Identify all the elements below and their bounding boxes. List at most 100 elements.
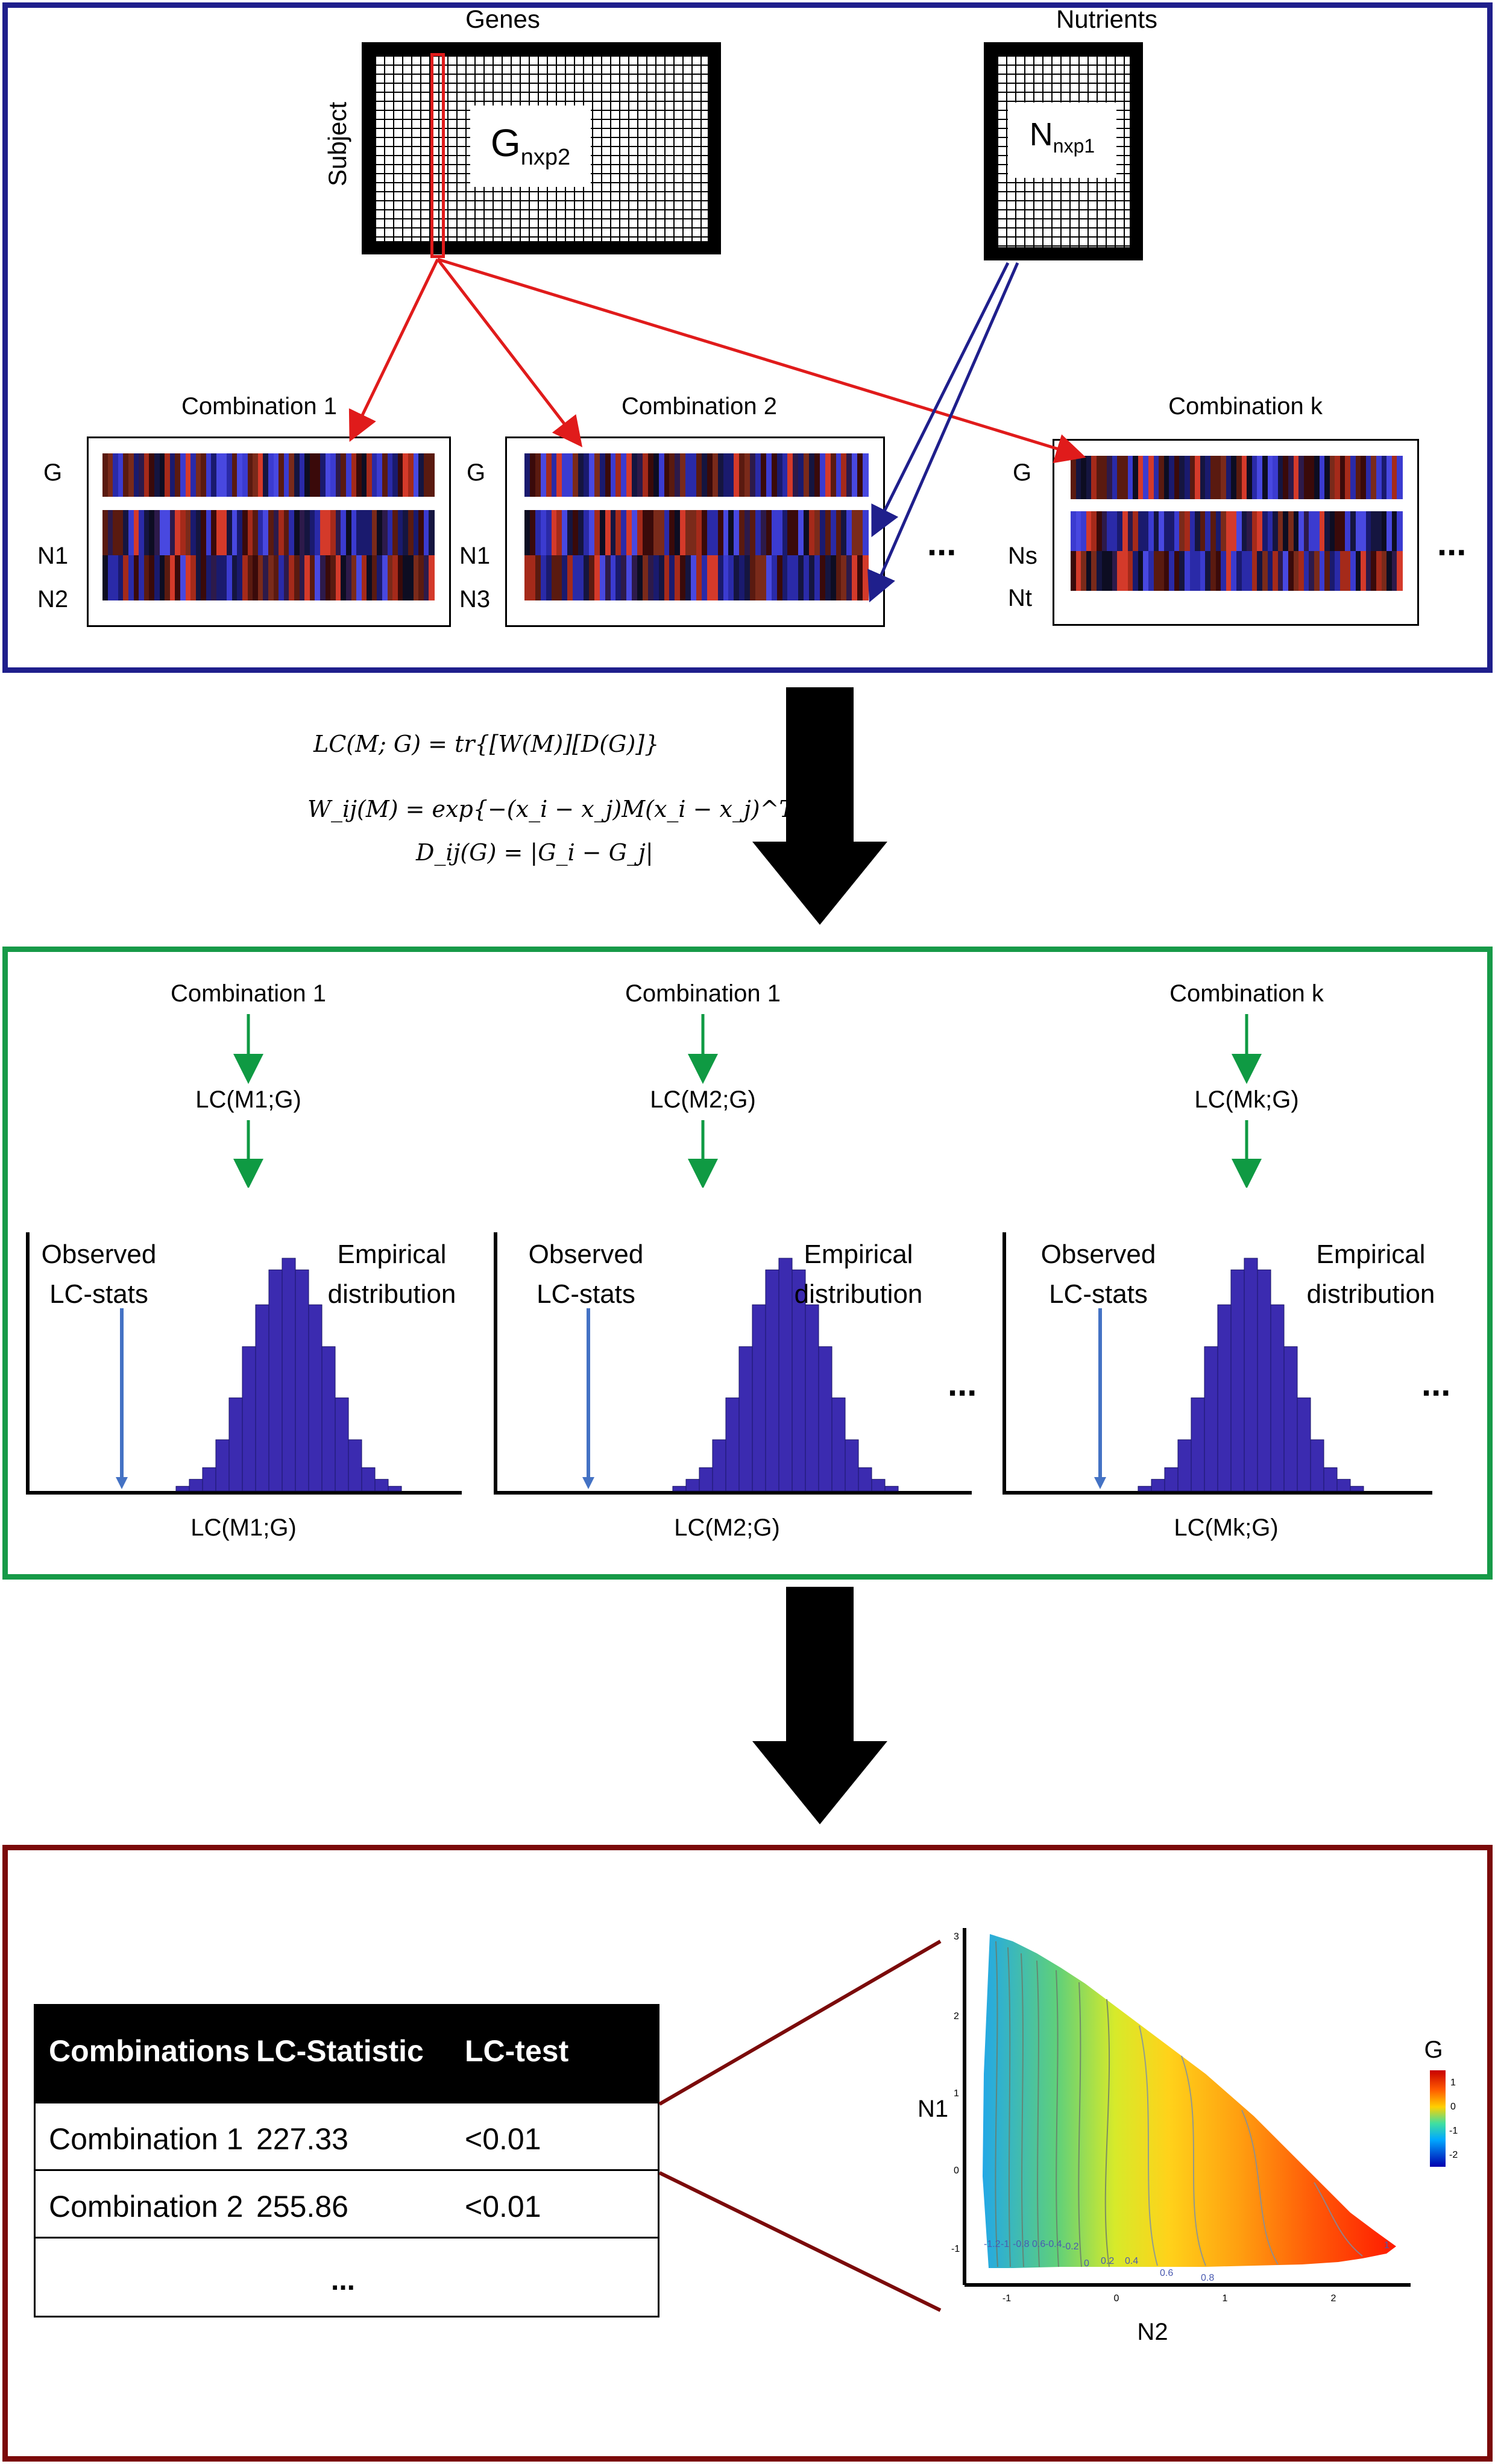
histogram-bar	[712, 1439, 726, 1492]
hist-1-xlabel: LC(M1;G)	[190, 1514, 297, 1541]
histogram-bar	[1283, 1346, 1298, 1492]
contour-plot	[963, 1928, 1446, 2287]
top-arrows	[348, 257, 1086, 603]
histogram-bar	[884, 1486, 899, 1492]
hist-3-observed-line2: LC-stats	[1049, 1279, 1148, 1309]
top-ellipsis-2: ...	[1437, 524, 1467, 563]
combination-k-nutrient-strip	[1071, 511, 1403, 591]
combination-1-title: Combination 1	[181, 393, 337, 420]
histogram-bar	[765, 1269, 779, 1492]
distribution-panel	[2, 947, 1493, 1580]
observed-stat-arrowhead	[582, 1477, 594, 1489]
table-cell-combination: Combination 2	[49, 2190, 244, 2223]
table-cell-lc-test: <0.01	[465, 2122, 541, 2156]
hist-2-observed-line2: LC-stats	[537, 1279, 635, 1309]
combination-1-nutrient-strip	[102, 510, 435, 600]
selected-gene-column	[430, 53, 445, 258]
table-row: Combination 2 255.86 <0.01	[36, 2171, 658, 2239]
combination-2-nutrient-strip	[524, 510, 869, 600]
down-arrow-1	[752, 687, 887, 925]
nutrients-label: Nutrients	[1056, 5, 1158, 33]
combination-k-title: Combination k	[1168, 393, 1323, 420]
hist-3-empirical-line2: distribution	[1306, 1279, 1435, 1309]
histogram-bar	[685, 1479, 700, 1492]
histogram-bar	[1310, 1439, 1324, 1492]
table-header-lc-statistic: LC-Statistic	[256, 2034, 424, 2068]
down-arrow-2	[752, 1587, 887, 1824]
histogram-bar	[871, 1479, 886, 1492]
histogram-bar	[242, 1346, 256, 1492]
middle-col-1-stat: LC(M1;G)	[195, 1086, 301, 1113]
y-tick-label: 0	[954, 2166, 959, 2176]
middle-ellipsis-2: ...	[1421, 1364, 1451, 1404]
contour-level-label: 0.4	[1125, 2256, 1139, 2266]
combination-2-gene-strip	[524, 453, 869, 497]
histogram-bar	[699, 1467, 713, 1492]
histogram-bar	[1164, 1467, 1179, 1492]
x-tick-label: 2	[1330, 2293, 1336, 2304]
red-arrow-to-combination-1	[348, 258, 439, 443]
red-arrow-to-combination-2	[436, 258, 583, 447]
histogram-bar	[1217, 1304, 1232, 1492]
histogram-bar	[348, 1439, 362, 1492]
histogram-3	[1002, 1232, 1432, 1495]
combination-k-nt-label: Nt	[1008, 585, 1032, 611]
hist-2-xlabel: LC(M2;G)	[674, 1514, 780, 1541]
results-table: Combinations LC-Statistic LC-test Combin…	[34, 2004, 659, 2317]
table-header-combinations: Combinations	[49, 2034, 250, 2068]
combination-k-ns-label: Ns	[1008, 543, 1037, 569]
colorbar	[1430, 2070, 1446, 2167]
contour-level-label: -1.2	[984, 2239, 1001, 2249]
x-tick-label: 0	[1113, 2293, 1119, 2304]
middle-col-1-title: Combination 1	[171, 980, 326, 1007]
combination-1-g-label: G	[43, 459, 63, 486]
histogram-bar	[805, 1304, 819, 1492]
histogram-bar	[1297, 1397, 1311, 1492]
colorbar-tick-label: 0	[1450, 2102, 1456, 2112]
histogram-bar	[321, 1346, 336, 1492]
combination-1-n1-label: N1	[37, 543, 69, 569]
table-row: Combination 1 227.33 <0.01	[36, 2103, 658, 2171]
hist-3-empirical-line1: Empirical	[1316, 1240, 1426, 1269]
histogram-bar	[202, 1467, 216, 1492]
histogram-bar	[831, 1397, 846, 1492]
contour-xlabel: N2	[1137, 2319, 1168, 2345]
table-cell-lc-test: <0.01	[465, 2190, 541, 2223]
combination-1-n2-label: N2	[37, 586, 69, 613]
results-panel	[2, 1845, 1493, 2462]
contour-level-label: 1	[1384, 2240, 1390, 2251]
observed-stat-arrowhead	[116, 1477, 128, 1489]
x-tick-label: -1	[1002, 2293, 1012, 2304]
histogram-bar	[778, 1258, 793, 1492]
histogram-bar	[1138, 1486, 1152, 1492]
middle-col-3-title: Combination k	[1169, 980, 1324, 1007]
histogram-2	[494, 1232, 972, 1495]
hist-1-observed-line1: Observed	[41, 1240, 157, 1269]
combination-k-gene-strip	[1071, 456, 1403, 499]
histogram-bar	[215, 1439, 230, 1492]
middle-col-2-title: Combination 1	[625, 980, 781, 1007]
contour-level-label: -0.4	[1045, 2239, 1062, 2249]
histogram-bar	[189, 1479, 203, 1492]
combination-2-n3-label: N3	[459, 586, 491, 613]
combination-1-gene-strip	[102, 453, 435, 497]
hist-1-empirical-line2: distribution	[327, 1279, 456, 1309]
histogram-bar	[268, 1269, 283, 1492]
histogram-bar	[845, 1439, 859, 1492]
formula-lc: LC(M; G) = tr{[W(M)][D(G)]}	[313, 731, 659, 757]
y-tick-label: 3	[954, 1932, 959, 1942]
histogram-bar	[1350, 1486, 1364, 1492]
y-tick-label: -1	[951, 2244, 960, 2254]
histogram-bar	[175, 1486, 190, 1492]
combinations-panel	[2, 2, 1493, 673]
hist-2-observed-line1: Observed	[528, 1240, 644, 1269]
x-tick-label: 1	[1222, 2293, 1228, 2304]
histogram-bar	[335, 1397, 349, 1492]
genes-matrix-label: Gnxp2	[490, 121, 571, 170]
histogram-bar	[1336, 1479, 1351, 1492]
contour-level-label: 0.2	[1101, 2256, 1115, 2266]
histogram-bar	[308, 1304, 323, 1492]
observed-stat-arrowhead	[1094, 1477, 1106, 1489]
colorbar-tick-label: -2	[1449, 2150, 1458, 2160]
histogram-bar	[282, 1258, 296, 1492]
